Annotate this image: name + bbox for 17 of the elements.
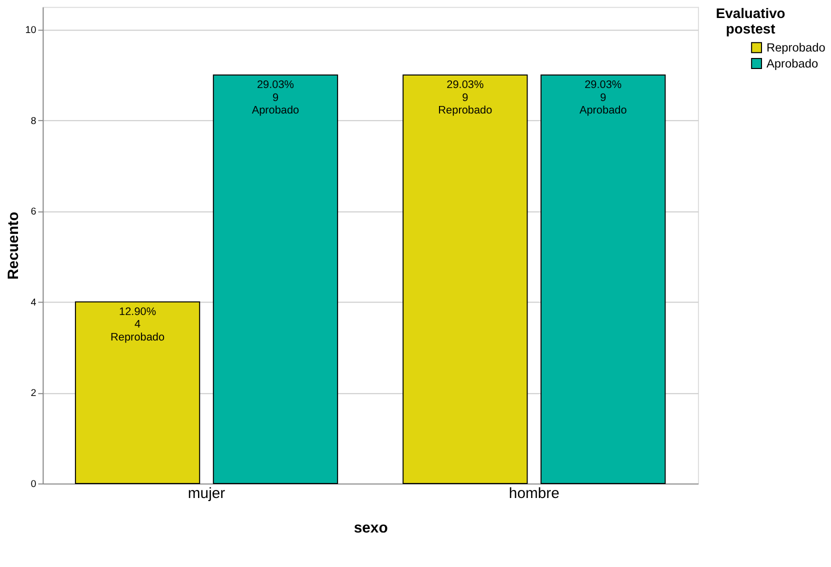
y-axis-title: Recuento [6, 212, 22, 280]
legend-label: Aprobado [766, 56, 818, 70]
data-label: 29.03% 9 Reprobado [438, 78, 492, 117]
y-tick-label: 2 [30, 388, 37, 400]
y-tick-label: 6 [30, 206, 37, 218]
data-label: 29.03% 9 Aprobado [579, 78, 627, 117]
y-tick-label: 10 [25, 25, 37, 36]
y-tick-label: 8 [30, 116, 37, 127]
x-axis-title: sexo [354, 520, 388, 537]
legend-title: Evaluativo postest [716, 4, 786, 37]
y-tick-label: 0 [30, 478, 37, 490]
data-label: 12.90% 4 Reprobado [110, 306, 165, 344]
x-tick-label: hombre [508, 486, 560, 502]
x-tick-label: mujer [188, 486, 226, 502]
legend-label: Reprobado [766, 40, 826, 55]
data-label: 29.03% 9 Aprobado [252, 78, 300, 117]
y-tick-label: 4 [30, 297, 37, 308]
